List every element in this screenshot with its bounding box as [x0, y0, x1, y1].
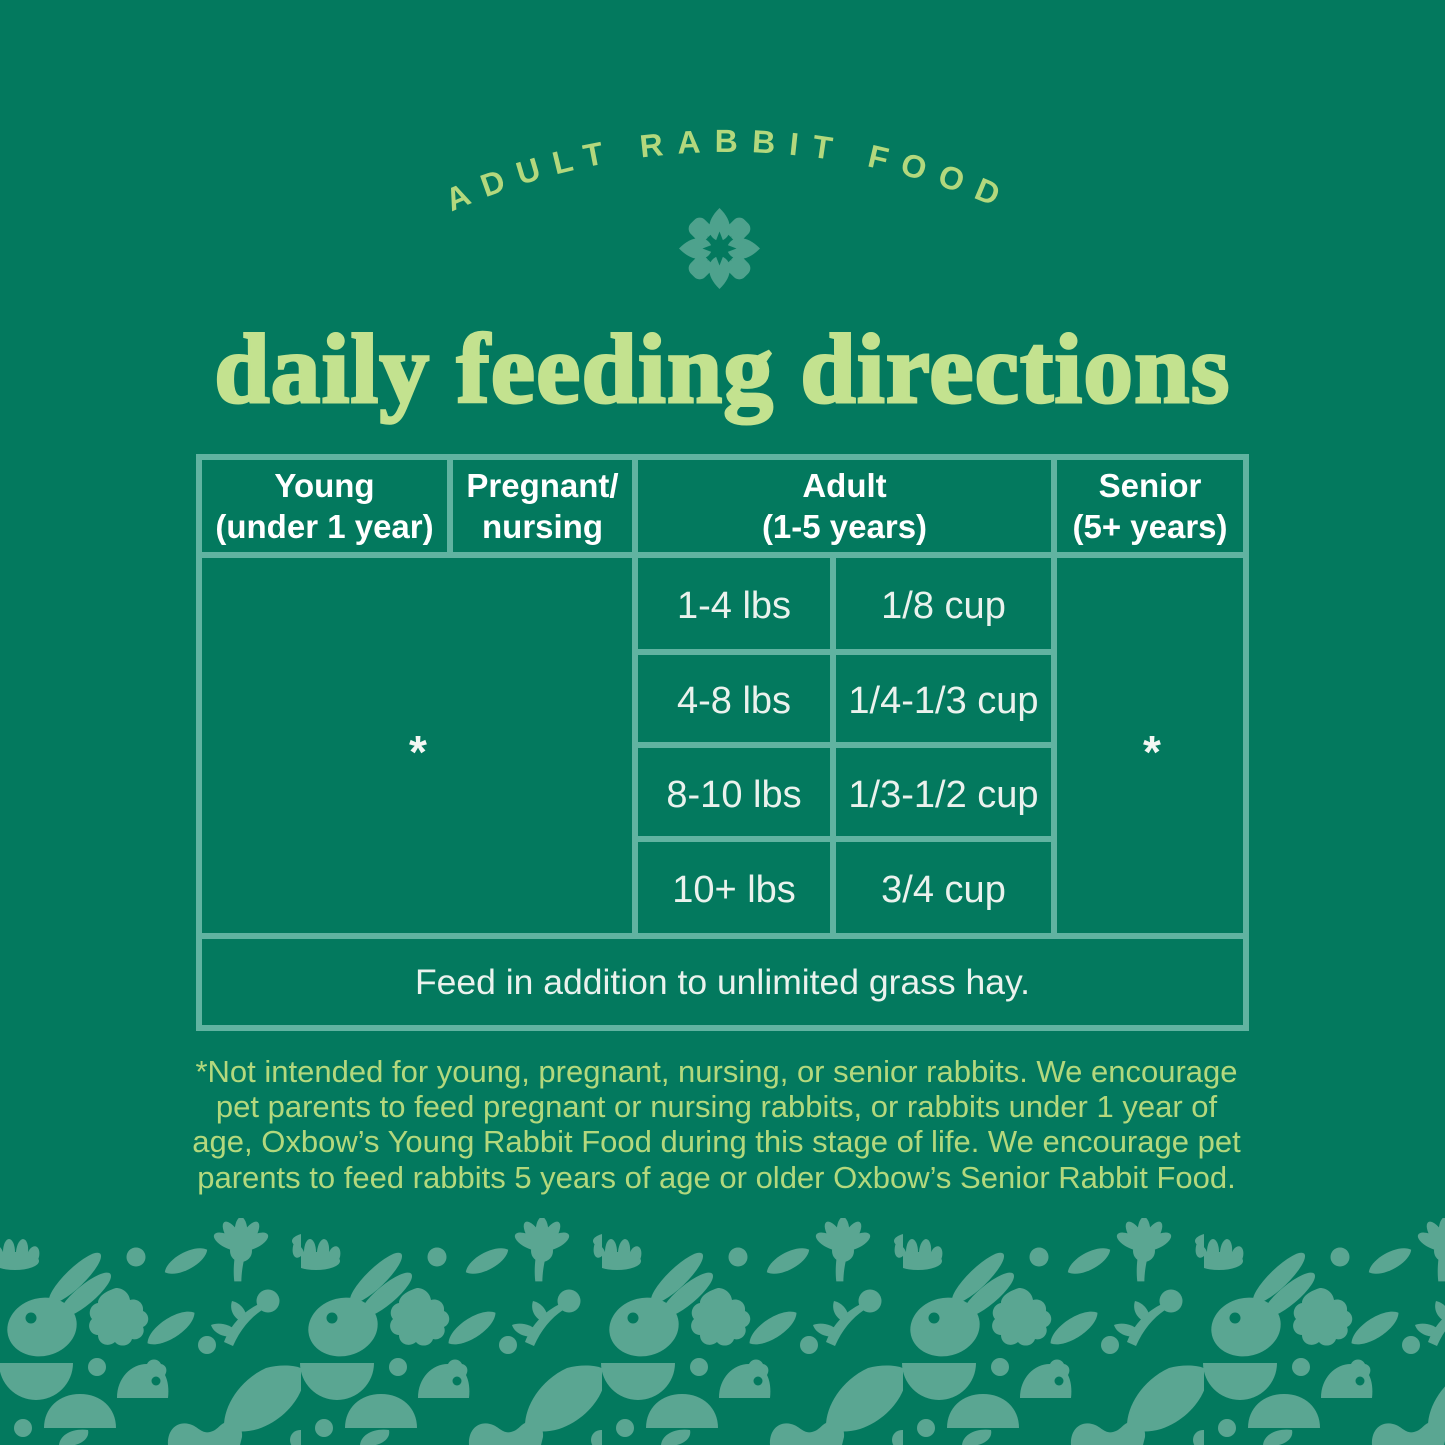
svg-text:ADULT RABBIT FOOD: ADULT RABBIT FOOD: [440, 123, 1018, 218]
